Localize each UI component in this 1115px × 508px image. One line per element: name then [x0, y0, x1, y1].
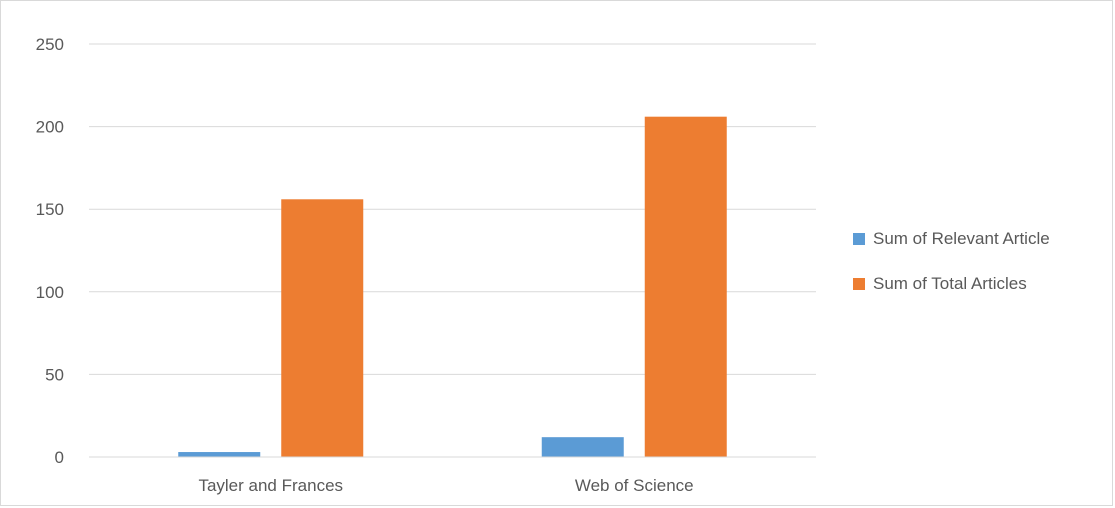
- x-axis-ticks: Tayler and Frances Web of Science: [198, 476, 693, 495]
- legend-label: Sum of Total Articles: [873, 274, 1027, 293]
- x-tick-label: Tayler and Frances: [198, 476, 343, 495]
- y-tick-label: 50: [45, 365, 64, 384]
- bar-relevant-1: [541, 437, 624, 457]
- legend-swatch: [853, 233, 865, 245]
- y-tick-label: 250: [36, 35, 64, 54]
- bar-relevant-0: [178, 452, 261, 457]
- legend-swatch: [853, 278, 865, 290]
- legend-label: Sum of Relevant Article: [873, 229, 1050, 248]
- y-tick-label: 200: [36, 118, 64, 137]
- y-tick-label: 150: [36, 200, 64, 219]
- x-tick-label: Web of Science: [575, 476, 694, 495]
- y-axis-ticks: 0 50 100 150 200 250: [36, 35, 64, 467]
- y-tick-label: 0: [55, 448, 64, 467]
- bar-total-0: [281, 199, 364, 457]
- bar-total-1: [644, 116, 727, 458]
- y-tick-label: 100: [36, 283, 64, 302]
- bars: [178, 116, 727, 458]
- legend: Sum of Relevant Article Sum of Total Arti…: [853, 229, 1050, 293]
